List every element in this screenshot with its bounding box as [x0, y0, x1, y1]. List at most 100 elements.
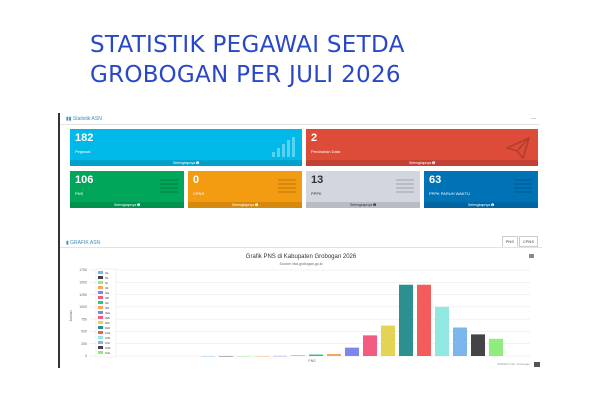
grafik-tabs: PNS CPNS [501, 236, 538, 247]
grafik-panel: ▮ GRAFIK ASN PNS CPNS Grafik PNS di Kabu… [60, 236, 542, 368]
legend-label: I/c [105, 281, 109, 285]
legend-swatch [98, 341, 103, 344]
chart-icon: ▮▮ [66, 116, 73, 122]
y-tick-label: 500 [81, 330, 87, 334]
legend-swatch [98, 296, 103, 299]
chart-credit: SIMPEG Kab. Grobogan [497, 362, 530, 366]
bar-chart: 02505007501000125015001750JumlahPNSI/aI/… [69, 268, 530, 363]
export-icon[interactable] [534, 362, 540, 367]
tile-value: 2 [311, 132, 318, 144]
tab-cpns[interactable]: CPNS [518, 236, 538, 247]
y-tick-label: 1750 [79, 268, 87, 272]
legend-label: II/a [105, 291, 110, 295]
legend-label: IV/a [105, 331, 111, 335]
legend-label: I/b [105, 276, 109, 280]
legend-label: IV/d [105, 346, 111, 350]
bar-iv-b [435, 306, 449, 356]
legend-label: IV/c [105, 341, 111, 345]
legend-swatch [98, 326, 103, 329]
bar-iv-e [489, 338, 503, 356]
legend-swatch [98, 291, 103, 294]
y-tick-label: 1000 [79, 305, 87, 309]
legend-label: IV/e [105, 351, 111, 355]
y-tick-label: 250 [81, 342, 87, 346]
bar-chart-icon [272, 137, 295, 157]
grafik-panel-header: ▮ GRAFIK ASN PNS CPNS [60, 236, 542, 248]
tile-label: CPNS [193, 191, 205, 196]
tile-pegawai[interactable]: 182 Pegawai Selengkapnya ➊ [70, 129, 302, 166]
stats-panel-header: ▮▮ Statistik ASN — [60, 113, 540, 125]
legend-label: III/c [105, 321, 110, 325]
legend-swatch [98, 331, 103, 334]
tile-pppk-paruh-waktu[interactable]: 63 PPPK PARUH WAKTU Selengkapnya ➊ [424, 171, 538, 208]
tile-label: Perubahan Data [311, 149, 341, 154]
y-tick-label: 1500 [79, 280, 87, 284]
bar-ii-c [309, 354, 323, 356]
tile-label: PPPK [311, 191, 322, 196]
tile-value: 182 [75, 132, 94, 144]
tile-more-link[interactable]: Selengkapnya ➊ [70, 160, 302, 166]
bar-iii-c [381, 325, 395, 356]
collapse-icon[interactable]: — [531, 116, 536, 122]
tile-label: PNS [75, 191, 84, 196]
chart-title: Grafik PNS di Kabupaten Grobogan 2026 [245, 254, 357, 260]
dashboard-screenshot: ▮▮ Statistik ASN — 182 Pegawai Selengkap… [58, 113, 542, 368]
legend-label: II/d [105, 306, 110, 310]
tile-label: Pegawai [75, 149, 91, 154]
tile-pns[interactable]: 106 PNS Selengkapnya ➊ [70, 171, 184, 208]
bar-iii-d [399, 284, 413, 356]
chart-menu-icon[interactable] [529, 254, 534, 258]
list-icon [506, 177, 532, 197]
bar-iii-a [345, 347, 359, 356]
tile-more-link[interactable]: Selengkapnya ➊ [188, 202, 302, 208]
grafik-header-label: GRAFIK ASN [70, 240, 101, 246]
bar-iv-c [453, 327, 467, 356]
y-tick-label: 750 [81, 317, 87, 321]
tile-more-link[interactable]: Selengkapnya ➊ [306, 202, 420, 208]
tile-cpns[interactable]: 0 CPNS Selengkapnya ➊ [188, 171, 302, 208]
legend-swatch [98, 276, 103, 279]
legend-label: III/a [105, 311, 110, 315]
tile-value: 106 [75, 174, 94, 186]
tile-pppk[interactable]: 13 PPPK Selengkapnya ➊ [306, 171, 420, 208]
x-tick-label: PNS [308, 359, 316, 363]
legend-swatch [98, 336, 103, 339]
legend-label: II/c [105, 301, 110, 305]
y-axis-label: Jumlah [69, 310, 73, 321]
bar-iv-d [471, 334, 485, 356]
y-tick-label: 0 [85, 354, 87, 358]
legend-label: II/b [105, 296, 110, 300]
tile-more-link[interactable]: Selengkapnya ➊ [70, 202, 184, 208]
legend-label: III/b [105, 316, 110, 320]
tile-more-link[interactable]: Selengkapnya ➊ [424, 202, 538, 208]
y-tick-label: 1250 [79, 293, 87, 297]
tile-label: PPPK PARUH WAKTU [429, 191, 470, 196]
legend-label: IV/b [105, 336, 111, 340]
legend-swatch [98, 316, 103, 319]
legend-swatch [98, 306, 103, 309]
list-icon [270, 177, 296, 197]
legend-swatch [98, 321, 103, 324]
tile-more-link[interactable]: Selengkapnya ➊ [306, 160, 538, 166]
legend-swatch [98, 281, 103, 284]
bar-ii-d [327, 354, 341, 356]
legend-swatch [98, 351, 103, 354]
legend-swatch [98, 301, 103, 304]
list-icon [152, 177, 178, 197]
legend-swatch [98, 311, 103, 314]
legend-label: I/a [105, 271, 109, 275]
paper-plane-icon [506, 137, 530, 159]
tile-value: 13 [311, 174, 324, 186]
legend-label: I/d [105, 286, 109, 290]
tile-value: 0 [193, 174, 200, 186]
tile-value: 63 [429, 174, 442, 186]
bar-iii-b [363, 335, 377, 356]
tab-pns[interactable]: PNS [501, 236, 518, 247]
bar-iv-a [417, 284, 431, 356]
page-title: STATISTIK PEGAWAI SETDA GROBOGAN PER JUL… [90, 32, 405, 88]
chart-subtitle: Source: bkd.grobogan.go.id [279, 262, 323, 266]
tile-perubahan-data[interactable]: 2 Perubahan Data Selengkapnya ➊ [306, 129, 538, 166]
legend-label: III/d [105, 326, 110, 330]
stats-header-label: Statistik ASN [72, 116, 102, 122]
legend-swatch [98, 346, 103, 349]
